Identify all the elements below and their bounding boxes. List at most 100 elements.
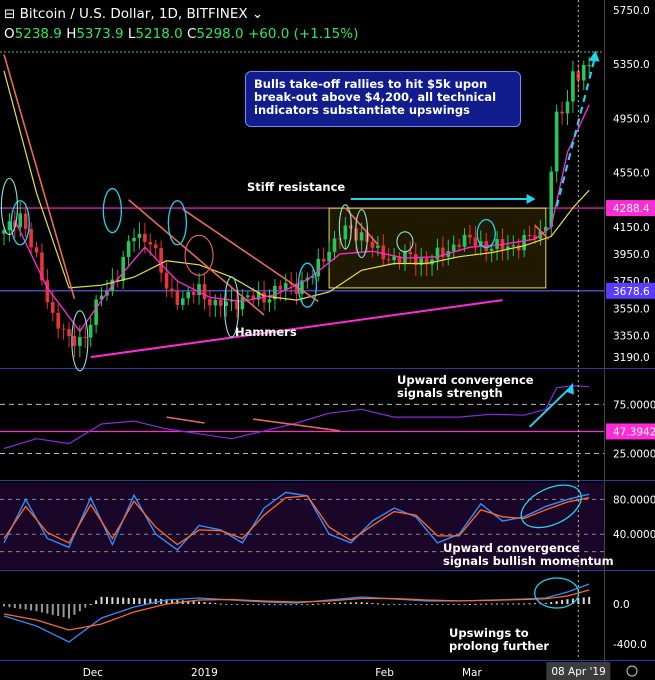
x-axis-label: 2019 xyxy=(191,667,218,679)
candle-body xyxy=(316,258,321,277)
candle-body xyxy=(435,247,440,260)
candle-body xyxy=(311,276,315,278)
candle-body xyxy=(99,295,104,300)
macd-histogram-bar xyxy=(366,602,369,604)
stoch-tick-label: 40.0000 xyxy=(613,529,655,541)
macd-histogram-bar xyxy=(349,602,352,604)
candle-body xyxy=(479,241,483,246)
analysis-callout: Bulls take-off rallies to hit $5k upon b… xyxy=(245,71,521,127)
candle-body xyxy=(175,291,180,305)
candle-body xyxy=(549,171,554,227)
candle-body xyxy=(251,295,256,300)
candle-body xyxy=(522,235,526,251)
macd-histogram-bar xyxy=(468,604,471,605)
candle-body xyxy=(197,284,201,296)
price-tick-label: 5350.0 xyxy=(613,59,650,71)
high-label: H xyxy=(66,26,77,42)
change-value: +60.0 (+1.15%) xyxy=(247,26,359,42)
candle-body xyxy=(348,225,353,229)
macd-histogram-bar xyxy=(225,604,228,605)
candle-body xyxy=(370,241,375,248)
macd-histogram-bar xyxy=(116,597,119,604)
candle-body xyxy=(18,213,23,228)
candle-body xyxy=(72,336,77,346)
macd-histogram-bar xyxy=(78,604,81,612)
symbol-title[interactable]: ⊟ Bitcoin / U.S. Dollar, 1D, BITFINEX ⌄ xyxy=(4,6,263,22)
highlight-ellipse-4 xyxy=(355,209,369,259)
macd-histogram-bar xyxy=(290,604,293,606)
macd-histogram-bar xyxy=(95,600,98,604)
macd-histogram-bar xyxy=(479,603,482,605)
macd-histogram-bar xyxy=(208,602,211,604)
macd-histogram-bar xyxy=(122,597,125,604)
breakout-arrowhead xyxy=(526,194,536,205)
macd-histogram-bar xyxy=(306,604,309,605)
macd-note: Upswings to prolong further xyxy=(449,626,550,653)
stoch-tick-label: 80.0000 xyxy=(613,494,655,506)
candle-body xyxy=(56,312,60,329)
candle-body xyxy=(544,226,548,232)
highlight-ellipse-5 xyxy=(396,231,414,253)
macd-histogram-bar xyxy=(246,604,249,605)
macd-histogram-bar xyxy=(333,602,336,604)
macd-histogram-bar xyxy=(30,604,33,611)
x-axis-label: Feb xyxy=(375,667,394,679)
macd-histogram-bar xyxy=(127,597,130,604)
macd-signal-line xyxy=(3,589,590,631)
macd-histogram-bar xyxy=(582,597,585,604)
projection-arrow xyxy=(555,58,596,207)
candle-body xyxy=(468,234,472,238)
macd-histogram-bar xyxy=(176,600,179,604)
macd-histogram-bar xyxy=(382,603,385,605)
macd-histogram-bar xyxy=(528,603,531,605)
rsi-up-arrow xyxy=(528,386,571,428)
macd-histogram-bar xyxy=(24,604,27,610)
candle-body xyxy=(489,248,494,251)
candle-body xyxy=(424,258,429,265)
chevron-down-icon[interactable]: ⌄ xyxy=(251,6,264,22)
downtrend-line-1 xyxy=(3,54,76,299)
macd-histogram-bar xyxy=(496,603,499,605)
candle-body xyxy=(186,291,191,299)
open-label: O xyxy=(4,26,15,42)
macd-histogram-bar xyxy=(463,604,466,605)
rsi-note: Upward convergence signals strength xyxy=(397,373,534,400)
macd-tick-label: 0.0 xyxy=(613,599,630,611)
macd-histogram-bar xyxy=(149,598,152,604)
candle-body xyxy=(332,238,337,252)
candle-body xyxy=(392,256,396,261)
candle-body xyxy=(506,246,510,250)
macd-histogram-bar xyxy=(447,604,450,605)
close-value: 5298.0 xyxy=(196,26,244,42)
macd-histogram-bar xyxy=(187,600,190,604)
macd-histogram-bar xyxy=(561,600,564,604)
macd-histogram-bar xyxy=(154,598,157,604)
rsi-current-badge: 47.3942 xyxy=(613,426,655,438)
candle-body xyxy=(7,221,12,231)
ohlc-readout: O5238.9 H5373.9 L5218.0 C5298.0 +60.0 (+… xyxy=(4,26,358,42)
macd-histogram-bar xyxy=(317,603,320,605)
candle-body xyxy=(34,247,39,253)
candle-body xyxy=(273,285,277,300)
collapse-icon[interactable]: ⊟ xyxy=(4,6,16,22)
candle-body xyxy=(462,234,467,247)
candle-body xyxy=(246,295,250,298)
macd-histogram-bar xyxy=(263,604,266,606)
macd-tick-label: -400.0 xyxy=(613,639,647,651)
macd-histogram-bar xyxy=(425,604,428,606)
macd-histogram-bar xyxy=(533,603,536,605)
candle-body xyxy=(327,251,331,262)
macd-histogram-bar xyxy=(458,604,461,605)
stoch-note: Upward convergence signals bullish momen… xyxy=(443,541,614,568)
macd-histogram-bar xyxy=(588,596,591,604)
highlight-ellipse-1 xyxy=(71,310,89,372)
low-label: L xyxy=(127,26,136,42)
candle-body xyxy=(40,252,44,281)
macd-histogram-bar xyxy=(84,604,87,608)
macd-histogram-bar xyxy=(8,604,11,608)
support-price-badge: 3678.6 xyxy=(613,286,650,298)
candle-body xyxy=(403,251,407,263)
candle-body xyxy=(283,283,288,290)
macd-histogram-bar xyxy=(322,603,325,605)
